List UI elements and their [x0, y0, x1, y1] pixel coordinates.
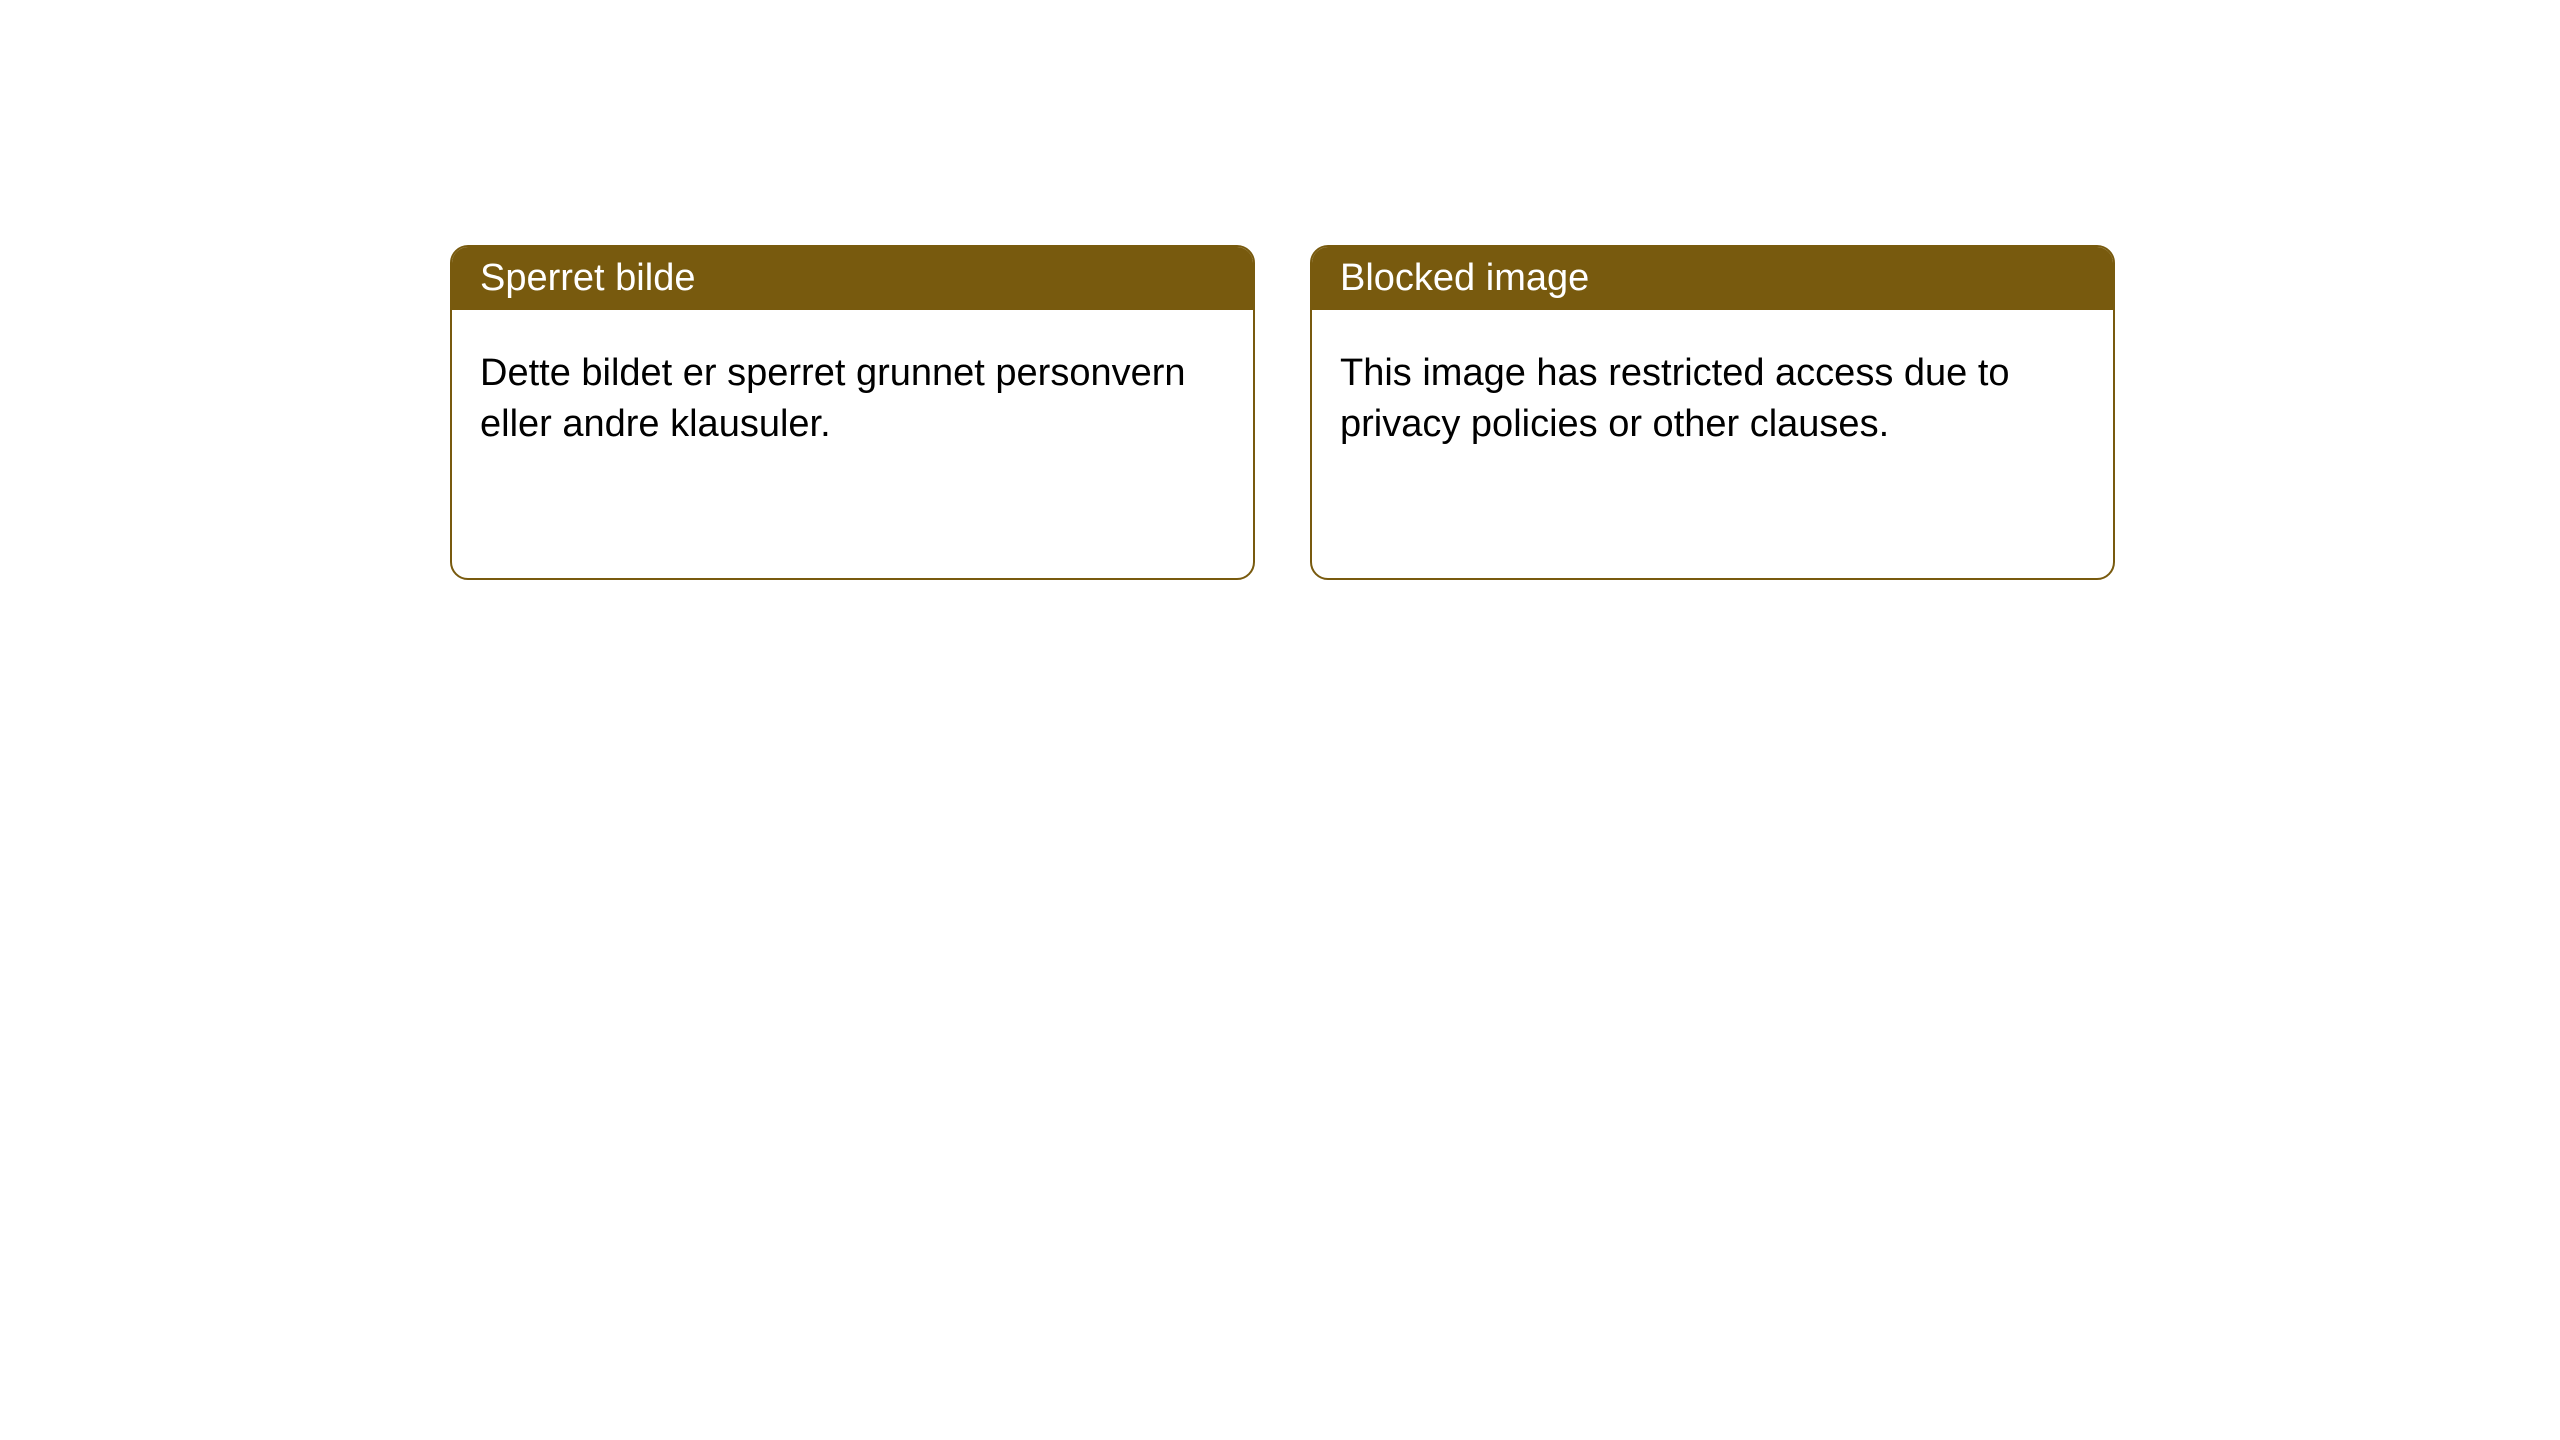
- notice-card-header: Blocked image: [1312, 247, 2113, 310]
- notice-card-norwegian: Sperret bilde Dette bildet er sperret gr…: [450, 245, 1255, 580]
- notice-cards-container: Sperret bilde Dette bildet er sperret gr…: [0, 0, 2560, 580]
- notice-card-message: Dette bildet er sperret grunnet personve…: [480, 352, 1186, 445]
- notice-card-body: This image has restricted access due to …: [1312, 310, 2113, 489]
- notice-card-message: This image has restricted access due to …: [1340, 352, 2010, 445]
- notice-card-title: Blocked image: [1340, 257, 1589, 299]
- notice-card-english: Blocked image This image has restricted …: [1310, 245, 2115, 580]
- notice-card-header: Sperret bilde: [452, 247, 1253, 310]
- notice-card-body: Dette bildet er sperret grunnet personve…: [452, 310, 1253, 489]
- notice-card-title: Sperret bilde: [480, 257, 695, 299]
